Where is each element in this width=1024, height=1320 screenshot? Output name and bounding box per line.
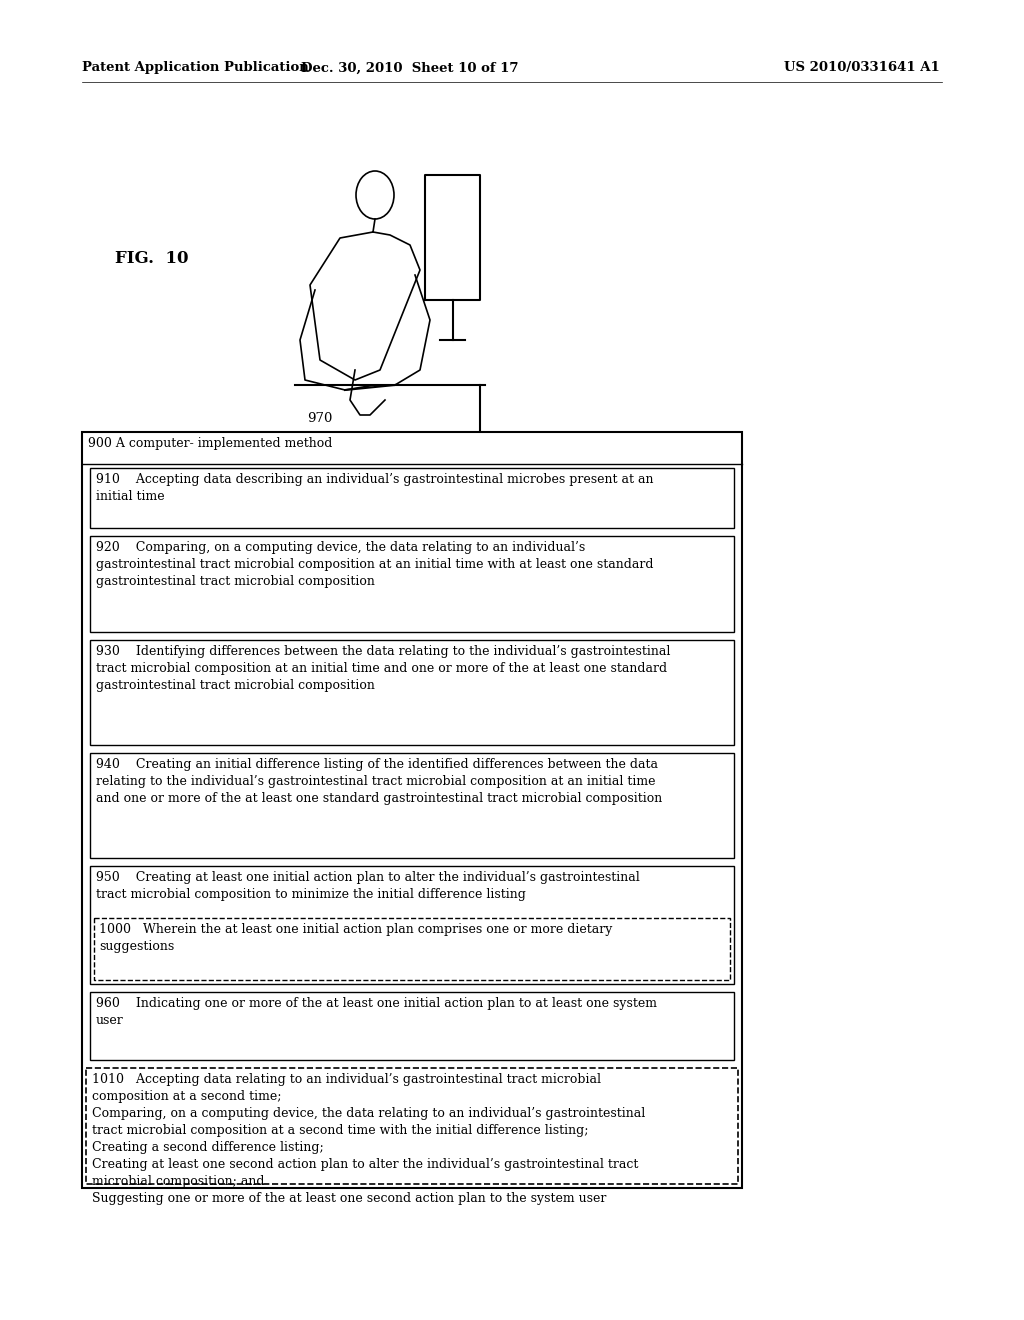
Bar <box>90 752 734 858</box>
Bar <box>82 432 742 1188</box>
Text: 970: 970 <box>307 412 333 425</box>
Text: 920    Comparing, on a computing device, the data relating to an individual’s
ga: 920 Comparing, on a computing device, th… <box>96 541 653 587</box>
Bar <box>90 866 734 983</box>
Text: US 2010/0331641 A1: US 2010/0331641 A1 <box>784 62 940 74</box>
Bar <box>90 536 734 632</box>
Bar <box>94 917 730 979</box>
Text: 900 A computer- implemented method: 900 A computer- implemented method <box>88 437 333 450</box>
Text: 960    Indicating one or more of the at least one initial action plan to at leas: 960 Indicating one or more of the at lea… <box>96 997 657 1027</box>
Bar <box>90 640 734 744</box>
Text: 930    Identifying differences between the data relating to the individual’s gas: 930 Identifying differences between the … <box>96 645 671 692</box>
Text: 1000   Wherein the at least one initial action plan comprises one or more dietar: 1000 Wherein the at least one initial ac… <box>99 923 612 953</box>
Bar <box>90 469 734 528</box>
Text: 940    Creating an initial difference listing of the identified differences betw: 940 Creating an initial difference listi… <box>96 758 663 805</box>
Text: 1010   Accepting data relating to an individual’s gastrointestinal tract microbi: 1010 Accepting data relating to an indiv… <box>92 1073 645 1205</box>
Text: 950    Creating at least one initial action plan to alter the individual’s gastr: 950 Creating at least one initial action… <box>96 871 640 902</box>
Text: FIG.  10: FIG. 10 <box>115 249 188 267</box>
Bar <box>90 993 734 1060</box>
Text: Patent Application Publication: Patent Application Publication <box>82 62 309 74</box>
Text: Dec. 30, 2010  Sheet 10 of 17: Dec. 30, 2010 Sheet 10 of 17 <box>301 62 519 74</box>
Text: 910    Accepting data describing an individual’s gastrointestinal microbes prese: 910 Accepting data describing an individ… <box>96 473 653 503</box>
Bar <box>86 1068 738 1184</box>
